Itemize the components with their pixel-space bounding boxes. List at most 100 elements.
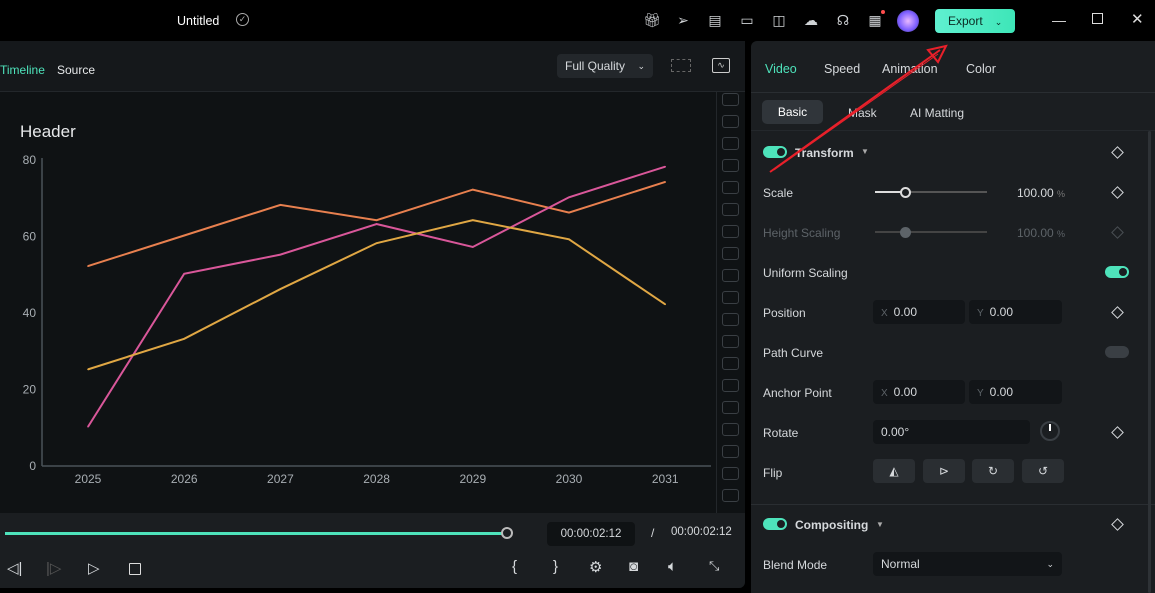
- filmstrip[interactable]: [716, 92, 745, 513]
- filmstrip-frame[interactable]: [722, 159, 739, 172]
- data-point-pink: [87, 425, 89, 428]
- flip-vertical-button[interactable]: ⊳: [923, 459, 965, 483]
- save-icon[interactable]: ◫: [772, 12, 786, 28]
- restore-button[interactable]: [1092, 13, 1103, 24]
- time-separator: /: [651, 526, 655, 540]
- filmstrip-frame[interactable]: [722, 115, 739, 128]
- close-button[interactable]: ✕: [1131, 11, 1144, 28]
- rotate-dial[interactable]: [1040, 421, 1060, 441]
- tab-video[interactable]: Video: [765, 62, 797, 76]
- filmstrip-frame[interactable]: [722, 335, 739, 348]
- rotate-left-button[interactable]: ↺: [1022, 459, 1064, 483]
- x-tick-label: 2030: [556, 472, 583, 486]
- subtab-mask[interactable]: Mask: [848, 106, 877, 120]
- filmstrip-frame[interactable]: [722, 379, 739, 392]
- subtab-ai-matting[interactable]: AI Matting: [910, 106, 965, 120]
- path-curve-toggle[interactable]: [1105, 346, 1129, 358]
- current-time[interactable]: 00:00:02:12: [547, 522, 635, 546]
- snapshot-icon[interactable]: ◙: [629, 558, 639, 575]
- height-scaling-label: Height Scaling: [763, 226, 841, 240]
- filmstrip-frame[interactable]: [722, 247, 739, 260]
- scale-slider[interactable]: [875, 191, 987, 193]
- fullscreen-icon[interactable]: ⤡: [709, 558, 720, 573]
- keyframe-icon[interactable]: [1111, 306, 1124, 319]
- filmstrip-frame[interactable]: [722, 203, 739, 216]
- keyframe-icon[interactable]: [1111, 518, 1124, 531]
- grid-view-icon[interactable]: [671, 59, 691, 72]
- filmstrip-frame[interactable]: [722, 445, 739, 458]
- progress-bar[interactable]: [5, 532, 507, 535]
- mark-in-icon[interactable]: {: [512, 558, 518, 575]
- mark-out-icon[interactable]: }: [553, 558, 559, 575]
- stop-icon[interactable]: [129, 563, 141, 575]
- filmstrip-frame[interactable]: [722, 467, 739, 480]
- transform-section[interactable]: Transform: [795, 146, 854, 160]
- filmstrip-frame[interactable]: [722, 489, 739, 502]
- avatar[interactable]: [897, 10, 919, 32]
- filmstrip-frame[interactable]: [722, 291, 739, 304]
- rotate-input[interactable]: 0.00°: [873, 420, 1030, 444]
- cloud-upload-icon[interactable]: ☁: [804, 12, 818, 28]
- compositing-toggle[interactable]: [763, 518, 787, 530]
- caret-down-icon[interactable]: ▼: [861, 147, 869, 156]
- filmstrip-frame[interactable]: [722, 137, 739, 150]
- gift-icon[interactable]: 🎁︎: [643, 12, 661, 28]
- x-tick-label: 2031: [652, 472, 679, 486]
- quality-dropdown[interactable]: Full Quality ⌄: [557, 54, 653, 78]
- rotate-right-button[interactable]: ↻: [972, 459, 1014, 483]
- export-button[interactable]: Export ⌄: [935, 9, 1015, 33]
- panel-scrollbar[interactable]: [1148, 131, 1151, 593]
- path-curve-label: Path Curve: [763, 346, 824, 360]
- scale-slider-handle[interactable]: [900, 187, 911, 198]
- data-point-orange: [279, 204, 282, 206]
- filmstrip-frame[interactable]: [722, 93, 739, 106]
- play-icon[interactable]: ▷: [88, 560, 100, 577]
- data-point-pink: [375, 223, 378, 225]
- anchor-x-input[interactable]: X 0.00: [873, 380, 965, 404]
- filmstrip-frame[interactable]: [722, 181, 739, 194]
- keyframe-icon[interactable]: [1111, 146, 1124, 159]
- data-point-pink: [664, 165, 666, 168]
- send-icon[interactable]: ➢: [677, 12, 689, 28]
- volume-icon[interactable]: 🔈︎: [668, 558, 678, 575]
- uniform-scaling-toggle[interactable]: [1105, 266, 1129, 278]
- tab-animation[interactable]: Animation: [882, 62, 938, 76]
- headset-icon[interactable]: ☊: [836, 12, 850, 28]
- data-point-orange: [568, 211, 570, 214]
- position-x-input[interactable]: X 0.00: [873, 300, 965, 324]
- caret-down-icon[interactable]: ▼: [876, 520, 884, 529]
- waveform-icon[interactable]: ∿: [712, 58, 730, 73]
- data-point-yellow: [279, 288, 282, 290]
- next-frame-icon[interactable]: |▷: [46, 560, 62, 577]
- scale-value[interactable]: 100.00 %: [1017, 186, 1066, 200]
- tab-speed[interactable]: Speed: [824, 62, 861, 76]
- apps-icon[interactable]: ▦: [868, 12, 882, 28]
- anchor-y-input[interactable]: Y 0.00: [969, 380, 1062, 404]
- tab-source[interactable]: Source: [57, 63, 96, 77]
- progress-handle[interactable]: [501, 527, 513, 539]
- tab-color[interactable]: Color: [966, 62, 996, 76]
- keyframe-icon[interactable]: [1111, 186, 1124, 199]
- position-y-input[interactable]: Y 0.00: [969, 300, 1062, 324]
- compositing-section[interactable]: Compositing: [795, 518, 869, 532]
- settings-icon[interactable]: ⚙: [589, 559, 603, 576]
- keyframe-icon[interactable]: [1111, 426, 1124, 439]
- filmstrip-frame[interactable]: [722, 401, 739, 414]
- data-point-orange: [664, 181, 666, 183]
- prev-frame-icon[interactable]: ◁|: [7, 560, 23, 577]
- data-point-pink: [568, 196, 570, 199]
- subtab-basic[interactable]: Basic: [762, 100, 823, 124]
- layout-icon[interactable]: ▭: [740, 12, 754, 28]
- transform-toggle[interactable]: [763, 146, 787, 158]
- filmstrip-frame[interactable]: [722, 269, 739, 282]
- filmstrip-frame[interactable]: [722, 313, 739, 326]
- filmstrip-frame[interactable]: [722, 423, 739, 436]
- flip-horizontal-button[interactable]: ◭: [873, 459, 915, 483]
- line-chart: 0 20 40 60 80 2025 2026 2027 2028 2029 2030 2031: [23, 153, 711, 486]
- tab-timeline[interactable]: Timeline: [0, 63, 45, 77]
- blend-mode-dropdown[interactable]: Normal ⌄: [873, 552, 1062, 576]
- filmstrip-frame[interactable]: [722, 357, 739, 370]
- minimize-button[interactable]: —: [1052, 12, 1066, 28]
- filmstrip-frame[interactable]: [722, 225, 739, 238]
- clipboard-clock-icon[interactable]: ▤: [708, 12, 722, 28]
